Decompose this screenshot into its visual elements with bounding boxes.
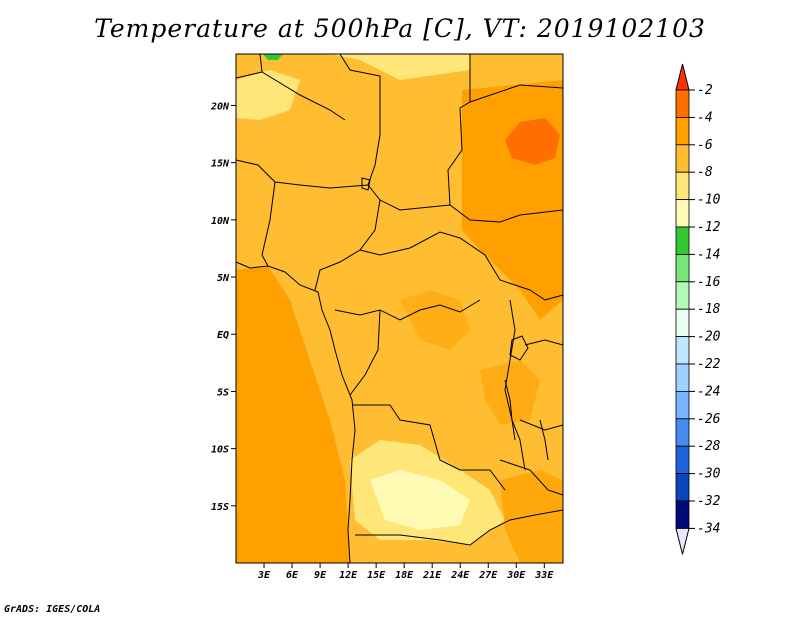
colorbar-label: -28	[697, 439, 721, 454]
colorbar-segment	[675, 336, 690, 365]
border-southern	[355, 509, 564, 546]
colorbar-label: -12	[697, 220, 721, 235]
border-chad-east	[447, 54, 471, 206]
colorbar-label: -10	[697, 193, 721, 208]
lat-tick-label: 15S	[211, 502, 229, 513]
colorbar-segment	[675, 390, 690, 420]
lon-tick-label: 12E	[339, 570, 358, 581]
lon-tick-label: 6E	[286, 570, 299, 581]
field-southeast-warm	[500, 470, 563, 563]
colorbar-segment	[675, 144, 690, 173]
colorbar-segment	[675, 199, 690, 228]
lake-victoria	[509, 335, 529, 361]
colorbar-label: -34	[697, 521, 720, 536]
colorbar-label: -16	[697, 275, 721, 290]
colorbar-bottom-arrow	[675, 527, 690, 555]
field-east-hot	[505, 118, 560, 165]
border-east-2	[524, 339, 564, 346]
temperature-field	[236, 54, 563, 563]
colorbar-segment	[675, 418, 690, 447]
lon-tick-label: 30E	[506, 570, 526, 581]
border-car	[359, 231, 531, 291]
lat-tick-label: 15N	[211, 159, 230, 170]
border-nigeria	[261, 181, 276, 267]
lat-tick-label: 10S	[211, 445, 229, 456]
border-north-3	[261, 71, 346, 121]
longitude-axis: 3E 6E 9E 12E 15E 18E 21E 24E 27E 30E 33E	[257, 563, 554, 581]
colorbar: -2 -4 -6 -8 -10 -12 -14 -16 -18 -20 -22 -24 -26 -28 -3…	[675, 63, 721, 555]
map-frame	[235, 53, 564, 564]
field-central-warm-2	[480, 360, 540, 425]
lat-tick-label: 10N	[211, 216, 230, 227]
lat-tick-label: 20N	[210, 101, 230, 112]
colorbar-segment	[675, 226, 690, 255]
coastline-west	[235, 261, 356, 564]
lake-malawi	[539, 419, 549, 461]
lon-tick-label: 27E	[478, 570, 498, 581]
lat-tick-label: 5N	[217, 273, 230, 284]
border-east-4	[499, 459, 564, 496]
lon-tick-label: 24E	[450, 570, 470, 581]
colorbar-label: -20	[697, 330, 721, 345]
lon-tick-label: 18E	[395, 570, 414, 581]
colorbar-label: -8	[697, 165, 713, 180]
border-libya-egypt	[469, 84, 564, 103]
field-north-cool	[236, 54, 470, 80]
border-angola	[352, 404, 506, 491]
lon-tick-label: 33E	[534, 570, 554, 581]
lon-tick-label: 3E	[257, 570, 271, 581]
colorbar-label: -18	[697, 302, 721, 317]
border-congo	[334, 299, 481, 321]
colorbar-label: -14	[697, 247, 720, 262]
colorbar-label: -6	[697, 138, 713, 153]
colorbar-segment	[675, 473, 690, 502]
border-east-lakes	[504, 299, 526, 471]
border-east-3	[519, 419, 564, 431]
lon-tick-label: 15E	[367, 570, 386, 581]
colorbar-label: -2	[697, 83, 713, 98]
lon-tick-label: 21E	[422, 570, 442, 581]
colorbar-segment	[675, 363, 690, 392]
field-central-warm-1	[400, 290, 470, 350]
grads-credit: GrADS: IGES/COLA	[4, 604, 101, 615]
lat-tick-label: 5S	[217, 387, 229, 398]
colorbar-label: -4	[697, 110, 713, 125]
chart-title: Temperature at 500hPa [C], VT: 201910210…	[94, 14, 706, 43]
border-east-1	[529, 289, 564, 301]
border-cameroon	[314, 199, 381, 291]
field-ocean-warm	[236, 266, 350, 563]
lake-chad	[361, 177, 371, 191]
latitude-axis: 20N 15N 10N 5N EQ 5S 10S 15S	[210, 101, 236, 513]
colorbar-segment	[675, 281, 690, 310]
colorbar-segment	[675, 117, 690, 146]
field-northwest-cool	[236, 70, 300, 120]
colorbar-segment	[675, 89, 690, 118]
border-drc-west	[349, 309, 381, 396]
colorbar-segment	[675, 500, 690, 529]
colorbar-segment	[675, 253, 690, 283]
colorbar-label: -26	[697, 412, 721, 427]
border-north-2	[339, 53, 381, 186]
colorbar-top-arrow	[675, 63, 690, 91]
colorbar-label: -22	[697, 357, 721, 372]
lat-tick-label: EQ	[217, 330, 229, 341]
colorbar-label: -24	[697, 384, 720, 399]
colorbar-label: -32	[697, 494, 721, 509]
colorbar-label: -30	[697, 467, 721, 482]
colorbar-segment	[675, 171, 690, 200]
colorbar-segment	[675, 308, 690, 338]
field-south-coolest	[370, 470, 470, 530]
lon-tick-label: 9E	[314, 570, 327, 581]
colorbar-segment	[675, 445, 690, 475]
field-green-spot	[263, 54, 283, 60]
country-borders	[235, 53, 564, 564]
lake-tanganyika	[504, 379, 516, 441]
